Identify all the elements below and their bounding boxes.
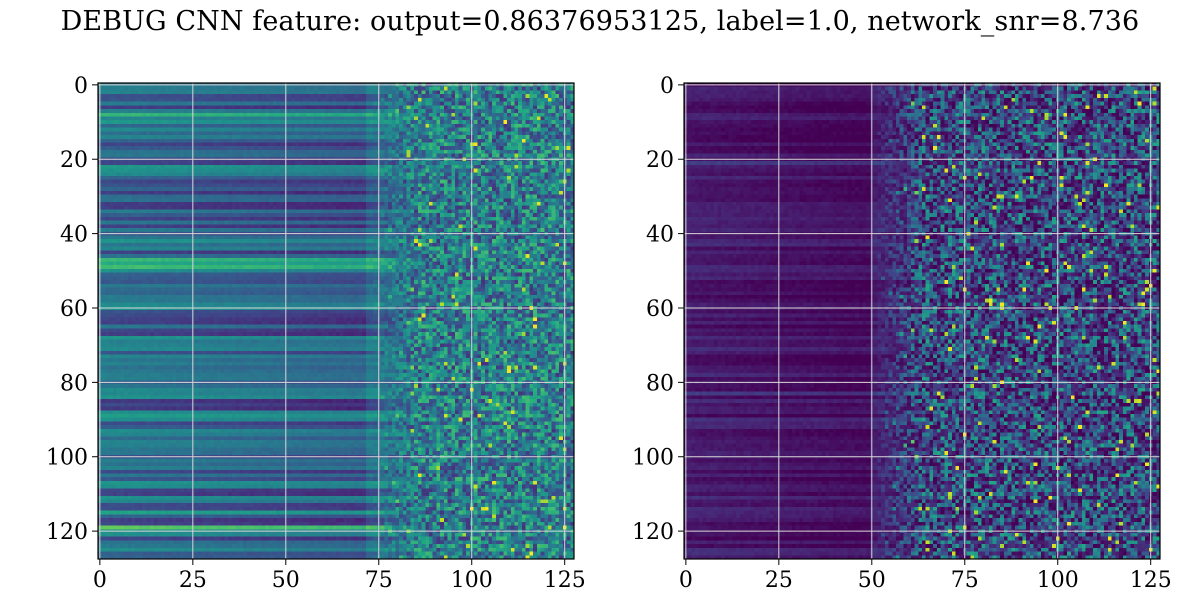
- figure-title: DEBUG CNN feature: output=0.86376953125,…: [0, 6, 1200, 37]
- x-tick-label: 0: [679, 568, 693, 593]
- y-tick-label: 60: [646, 297, 674, 322]
- grid-lines: [98, 83, 574, 559]
- axes-frame: [97, 82, 575, 560]
- x-tick-label: 50: [858, 568, 886, 593]
- x-tick-label: 25: [179, 568, 207, 593]
- y-tick-label: 20: [60, 148, 88, 173]
- y-tick-label: 120: [46, 520, 88, 545]
- axes-frame: [683, 82, 1161, 560]
- heatmap-panel-left: 0 25 50 75 100 125 0 20 40 60 80 100 120: [46, 74, 586, 593]
- y-tick-label: 80: [646, 371, 674, 396]
- x-tick-label: 75: [951, 568, 979, 593]
- x-tick-label: 0: [93, 568, 107, 593]
- heatmap-panel-right: 0 25 50 75 100 125 0 20 40 60 80 100 120: [632, 74, 1172, 593]
- x-tick-label: 50: [272, 568, 300, 593]
- heatmap-cells: [98, 83, 575, 560]
- x-tick-label: 25: [765, 568, 793, 593]
- x-tick-label: 100: [1037, 568, 1079, 593]
- x-tick-label: 100: [451, 568, 493, 593]
- y-tick-label: 40: [60, 223, 88, 248]
- x-tick-label: 75: [365, 568, 393, 593]
- y-tick-label: 60: [60, 297, 88, 322]
- y-tick-label: 100: [46, 446, 88, 471]
- y-tick-label: 40: [646, 223, 674, 248]
- y-tick-label: 80: [60, 371, 88, 396]
- y-tick-label: 120: [632, 520, 674, 545]
- x-tick-label: 125: [1130, 568, 1172, 593]
- y-tick-label: 100: [632, 446, 674, 471]
- grid-lines: [684, 83, 1160, 559]
- heatmap-cells: [684, 83, 1161, 560]
- y-tick-label: 0: [660, 74, 674, 99]
- y-tick-label: 0: [74, 74, 88, 99]
- y-tick-label: 20: [646, 148, 674, 173]
- x-tick-label: 125: [544, 568, 586, 593]
